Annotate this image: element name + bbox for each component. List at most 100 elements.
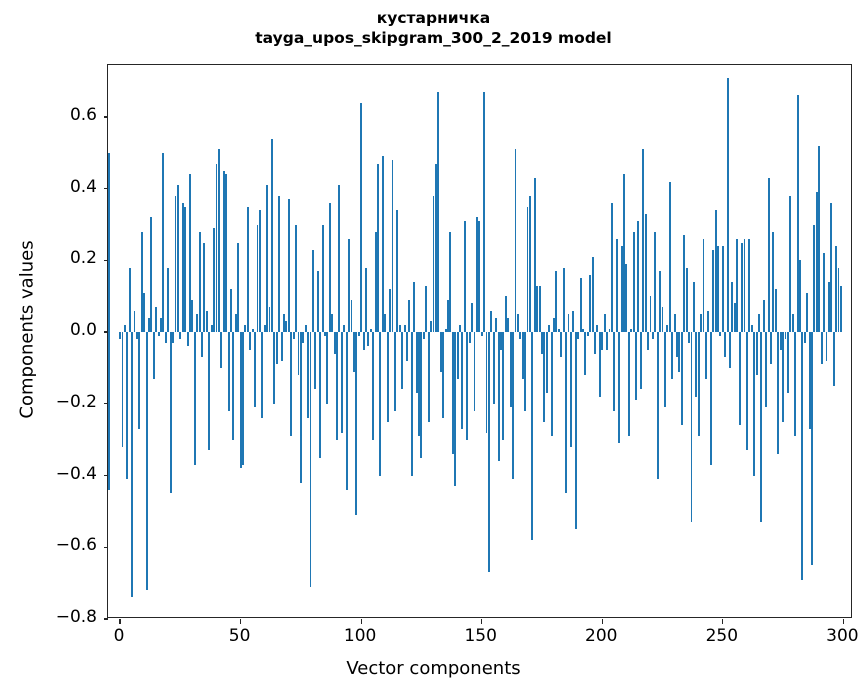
x-tick-mark xyxy=(722,619,724,624)
y-tick-mark xyxy=(103,403,108,405)
bar xyxy=(463,220,466,333)
bar xyxy=(227,332,230,411)
bar xyxy=(232,332,235,440)
bar xyxy=(220,332,223,368)
bar xyxy=(497,332,500,462)
bar xyxy=(251,328,254,333)
bar xyxy=(536,285,539,333)
bar xyxy=(319,332,322,458)
bar xyxy=(275,332,278,365)
bar xyxy=(442,332,445,419)
bar xyxy=(338,185,341,333)
y-tick-label: −0.4 xyxy=(55,463,97,484)
bar xyxy=(386,332,389,422)
bar xyxy=(733,303,736,333)
bar xyxy=(406,332,408,361)
bar xyxy=(316,271,319,333)
y-tick-label: 0.6 xyxy=(69,104,97,125)
bar xyxy=(528,195,531,333)
bar xyxy=(203,242,206,333)
bar xyxy=(516,314,519,333)
bar xyxy=(577,332,580,340)
bar xyxy=(521,332,524,379)
bar xyxy=(483,91,486,333)
bar xyxy=(808,332,811,429)
bar xyxy=(630,328,633,333)
bar xyxy=(292,332,295,340)
bar xyxy=(654,231,657,333)
chart-title-line-1: кустарничка xyxy=(376,9,491,27)
bar xyxy=(181,203,184,333)
bar xyxy=(360,102,363,333)
bar xyxy=(550,332,553,437)
bar xyxy=(254,332,257,408)
bar xyxy=(239,332,242,469)
bar xyxy=(603,314,606,333)
bar xyxy=(384,314,387,333)
bar xyxy=(837,267,840,333)
bar xyxy=(309,332,312,587)
x-axis-label: Vector components xyxy=(346,658,521,679)
bar xyxy=(379,332,382,476)
x-tick-label: 50 xyxy=(228,626,251,646)
bar xyxy=(478,220,481,333)
x-tick-mark xyxy=(481,619,483,624)
bar xyxy=(108,235,110,333)
bar xyxy=(656,332,659,480)
x-tick-mark xyxy=(119,619,121,624)
bar xyxy=(449,231,452,333)
bar xyxy=(268,307,271,333)
bar xyxy=(806,292,809,333)
bar xyxy=(131,332,134,598)
plot-axes xyxy=(103,64,852,624)
bar xyxy=(140,231,143,333)
bar xyxy=(297,332,300,376)
bar xyxy=(302,332,305,343)
bar xyxy=(704,332,707,379)
bar xyxy=(695,332,698,397)
bar xyxy=(553,317,555,333)
chart-title: кустарничка tayga_upos_skipgram_300_2_20… xyxy=(0,8,867,48)
bar xyxy=(610,203,613,333)
bar xyxy=(770,332,772,365)
bar xyxy=(598,332,601,397)
bar xyxy=(647,332,650,351)
bar xyxy=(403,324,406,333)
bar xyxy=(767,177,770,333)
bar xyxy=(160,317,162,333)
bar xyxy=(290,332,293,437)
bar xyxy=(490,310,493,333)
bar xyxy=(234,314,237,333)
bar xyxy=(468,332,471,343)
bar xyxy=(355,332,358,515)
bar xyxy=(714,210,717,333)
bar xyxy=(782,332,785,422)
bar xyxy=(509,332,512,408)
bar xyxy=(835,246,838,333)
bar xyxy=(514,149,517,333)
bar xyxy=(825,332,828,361)
bar xyxy=(627,332,630,437)
bar xyxy=(321,224,324,333)
bar xyxy=(615,238,618,333)
bar xyxy=(719,332,722,336)
bar xyxy=(299,332,302,483)
bar xyxy=(336,332,338,440)
y-axis-label: Components values xyxy=(16,240,38,419)
bar xyxy=(502,332,505,440)
bar xyxy=(258,210,261,333)
bar xyxy=(466,332,469,440)
bar xyxy=(741,242,744,333)
bar xyxy=(487,332,490,573)
bar xyxy=(786,332,789,394)
bar xyxy=(717,246,719,333)
bar xyxy=(480,332,483,336)
bar xyxy=(644,213,647,333)
bar xyxy=(649,296,652,333)
bar xyxy=(572,310,575,333)
bar xyxy=(230,289,232,333)
bar xyxy=(263,324,266,333)
bar xyxy=(324,332,326,336)
bar xyxy=(755,332,758,376)
